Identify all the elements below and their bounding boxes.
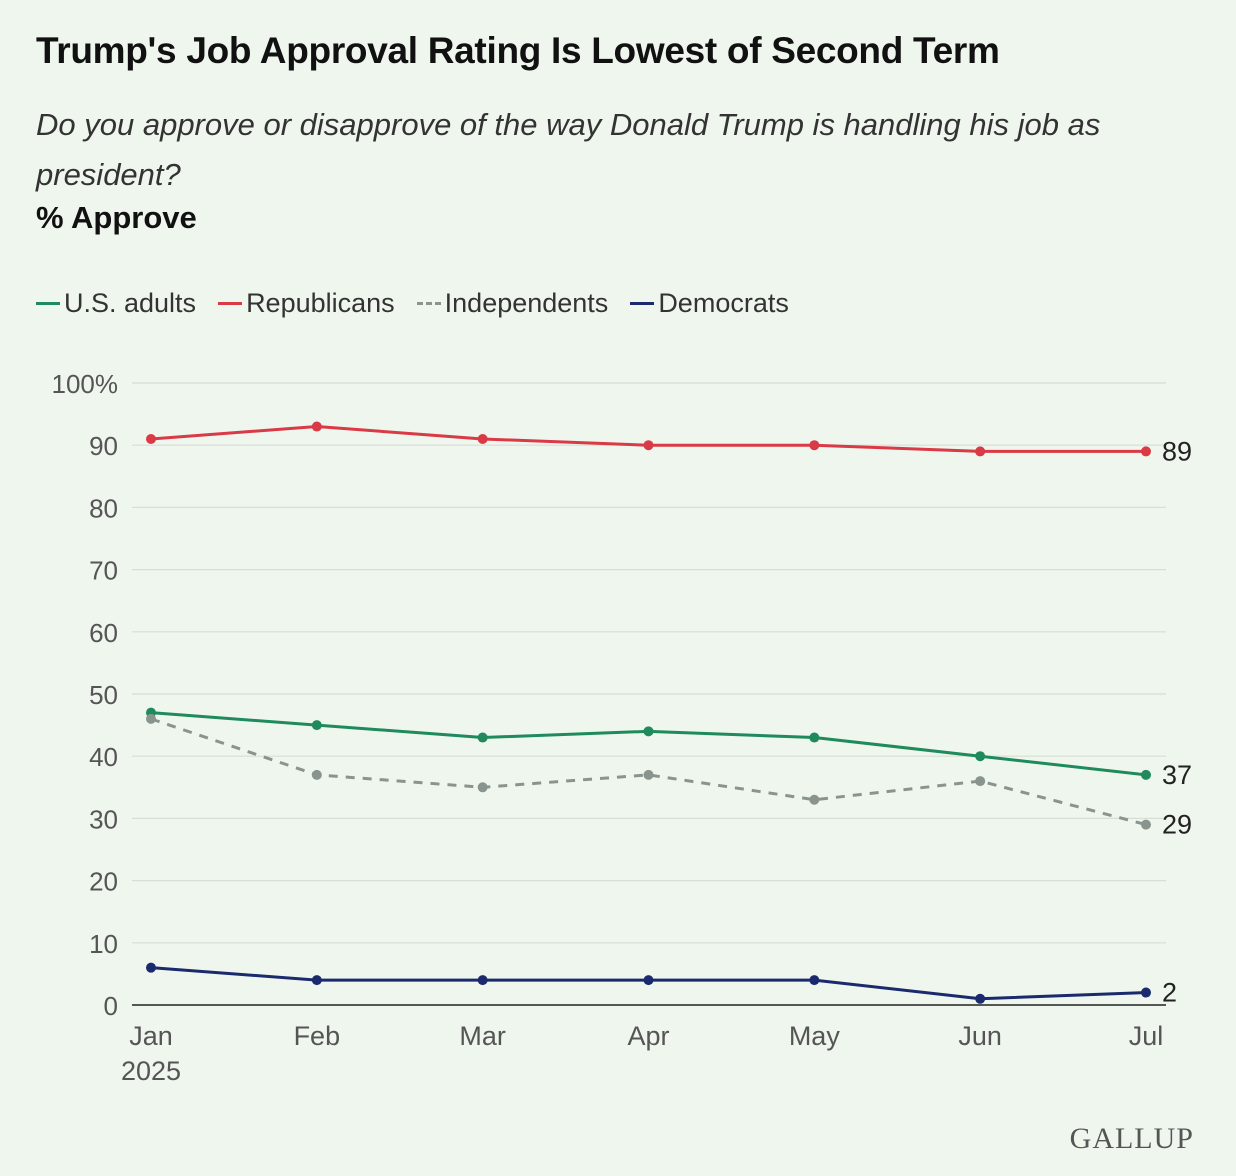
x-tick-label: Feb xyxy=(294,1021,341,1051)
data-point-u-s-adults xyxy=(643,726,654,737)
data-point-democrats xyxy=(477,975,488,986)
legend-item-u-s-adults: U.S. adults xyxy=(36,288,196,319)
data-point-democrats xyxy=(311,975,322,986)
end-label-republicans: 89 xyxy=(1162,436,1192,466)
data-point-democrats xyxy=(1141,987,1151,998)
y-tick-label: 90 xyxy=(89,431,118,461)
data-point-democrats xyxy=(146,962,156,973)
y-tick-label: 60 xyxy=(89,618,118,648)
legend-label: U.S. adults xyxy=(64,288,197,318)
legend: U.S. adults Republicans Independents Democr… xyxy=(36,288,789,319)
end-label-democrats: 2 xyxy=(1162,978,1177,1008)
y-tick-label: 30 xyxy=(89,804,118,834)
data-point-independents xyxy=(809,794,820,805)
y-tick-label: 0 xyxy=(104,991,118,1021)
series-line-u-s-adults xyxy=(150,711,1147,777)
data-point-republicans xyxy=(809,440,820,451)
data-point-republicans xyxy=(1141,446,1151,457)
y-tick-label: 80 xyxy=(89,493,118,523)
y-tick-label: 50 xyxy=(89,680,118,710)
data-point-u-s-adults xyxy=(477,732,488,743)
end-label-independents: 29 xyxy=(1162,810,1192,840)
x-sublabel: 2025 xyxy=(121,1056,181,1086)
data-point-independents xyxy=(1141,819,1151,830)
x-tick-label: May xyxy=(789,1021,841,1051)
chart-title: Trump's Job Approval Rating Is Lowest of… xyxy=(36,30,1000,71)
data-point-u-s-adults xyxy=(1141,769,1151,780)
data-point-democrats xyxy=(643,975,654,986)
data-point-independents xyxy=(146,713,156,724)
y-tick-label: 100% xyxy=(52,369,119,399)
data-point-democrats xyxy=(809,975,820,986)
data-point-independents xyxy=(477,782,488,793)
x-tick-label: Jan xyxy=(129,1021,173,1051)
y-tick-label: 20 xyxy=(89,867,118,897)
legend-swatch xyxy=(416,302,441,305)
legend-item-independents: Independents xyxy=(416,288,609,319)
legend-swatch xyxy=(218,302,243,305)
y-tick-label: 40 xyxy=(89,742,118,772)
data-point-democrats xyxy=(975,993,986,1004)
legend-label: Democrats xyxy=(658,288,789,318)
y-tick-label: 10 xyxy=(89,929,118,959)
legend-item-democrats: Democrats xyxy=(630,288,789,319)
data-point-independents xyxy=(311,769,322,780)
legend-swatch xyxy=(36,302,60,305)
data-point-republicans xyxy=(311,421,322,432)
x-tick-label: Apr xyxy=(627,1021,669,1051)
gallup-logo: GALLUP xyxy=(1069,1122,1194,1155)
data-point-republicans xyxy=(146,433,156,444)
data-point-republicans xyxy=(975,446,986,457)
end-label-u-s-adults: 37 xyxy=(1162,760,1192,790)
legend-swatch xyxy=(630,302,655,305)
data-point-independents xyxy=(643,769,654,780)
legend-label: Independents xyxy=(444,288,609,318)
y-tick-label: 70 xyxy=(89,556,118,586)
data-point-u-s-adults xyxy=(975,751,986,762)
legend-item-republicans: Republicans xyxy=(218,288,395,319)
legend-label: Republicans xyxy=(246,288,395,318)
x-tick-label: Mar xyxy=(459,1021,506,1051)
data-point-republicans xyxy=(477,433,488,444)
data-point-u-s-adults xyxy=(809,732,820,743)
x-tick-label: Jun xyxy=(958,1021,1002,1051)
measure-label: % Approve xyxy=(36,200,197,235)
x-tick-label: Jul xyxy=(1129,1021,1164,1051)
chart-subtitle: Do you approve or disapprove of the way … xyxy=(36,107,1101,192)
data-point-republicans xyxy=(643,440,654,451)
data-point-u-s-adults xyxy=(311,720,322,731)
data-point-independents xyxy=(975,776,986,787)
